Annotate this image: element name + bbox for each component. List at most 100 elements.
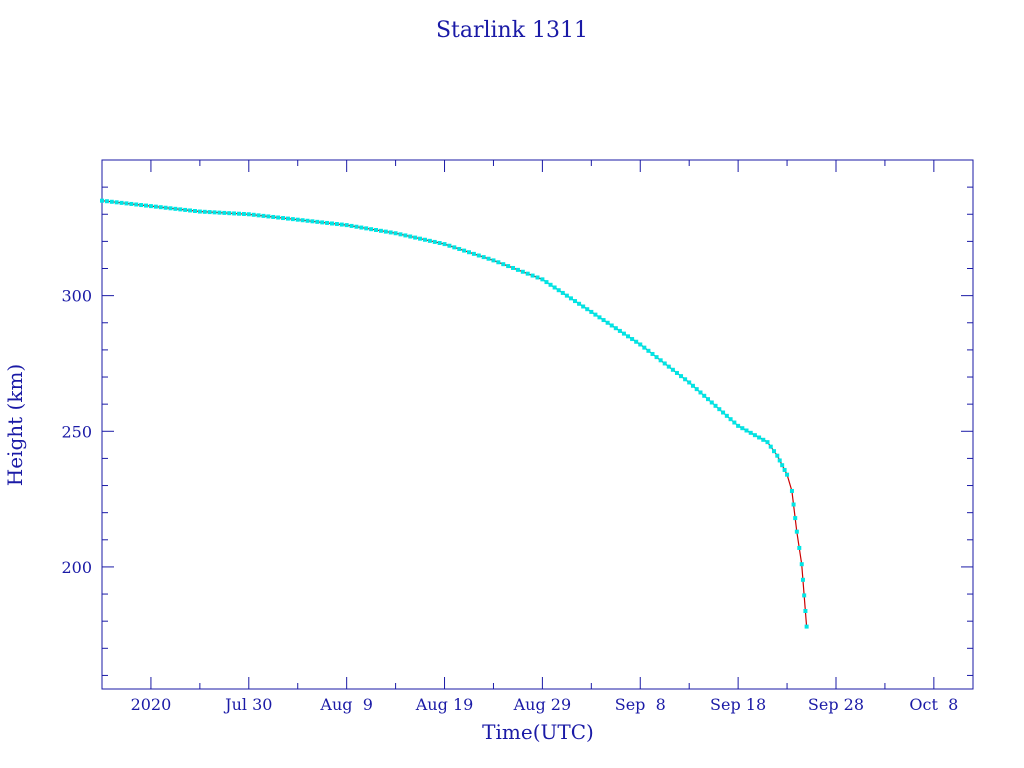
data-point — [217, 210, 222, 215]
data-point — [690, 383, 695, 388]
data-point — [804, 624, 809, 629]
data-point — [789, 488, 794, 493]
y-tick-label: 300 — [61, 287, 92, 306]
x-tick-label: 2020 — [131, 695, 172, 714]
data-point — [334, 222, 339, 227]
data-point — [709, 400, 714, 405]
data-point — [736, 423, 741, 428]
y-axis-tick-labels: 200 250 300 — [61, 287, 92, 577]
y-axis-title: Height (km) — [3, 364, 27, 486]
data-point — [698, 390, 703, 395]
data-point — [638, 342, 643, 347]
data-point — [556, 288, 561, 293]
data-point — [679, 374, 684, 379]
data-point — [197, 209, 202, 214]
data-point — [501, 262, 506, 267]
data-point — [354, 224, 359, 229]
data-point — [740, 426, 745, 431]
data-point — [544, 280, 549, 285]
data-point — [605, 320, 610, 325]
data-point — [581, 304, 586, 309]
data-point — [713, 403, 718, 408]
data-point — [329, 221, 334, 226]
data-point — [694, 387, 699, 392]
data-point — [654, 355, 659, 360]
data-point — [593, 312, 598, 317]
data-point — [765, 440, 770, 445]
data-point — [535, 275, 540, 280]
data-point — [202, 209, 207, 214]
data-point — [422, 237, 427, 242]
data-point — [577, 301, 582, 306]
data-point — [212, 210, 217, 215]
x-tick-label: Aug 9 — [319, 695, 372, 714]
data-point — [662, 361, 667, 366]
data-point — [658, 358, 663, 363]
data-point — [325, 220, 330, 225]
data-point — [761, 437, 766, 442]
data-point — [452, 245, 457, 250]
data-point — [256, 213, 261, 218]
data-point — [427, 238, 432, 243]
data-point — [246, 212, 251, 217]
data-point — [621, 331, 626, 336]
data-point — [310, 219, 315, 224]
data-point — [552, 285, 557, 290]
data-point — [634, 339, 639, 344]
data-point — [222, 210, 227, 215]
data-point — [100, 198, 104, 203]
data-point — [281, 216, 286, 221]
data-point — [320, 220, 325, 225]
data-point — [290, 217, 295, 222]
chart-title: Starlink 1311 — [436, 18, 588, 43]
data-point — [466, 250, 471, 255]
data-point — [626, 334, 631, 339]
data-point — [192, 209, 197, 214]
data-point — [573, 299, 578, 304]
data-point — [129, 201, 134, 206]
x-tick-label: Sep 28 — [808, 695, 864, 714]
data-point — [344, 223, 349, 228]
data-point — [548, 282, 553, 287]
data-point — [227, 211, 232, 216]
data-point — [799, 562, 804, 567]
data-point — [717, 407, 722, 412]
data-point — [271, 214, 276, 219]
data-point — [666, 364, 671, 369]
data-point — [702, 393, 707, 398]
data-point — [802, 593, 807, 598]
data-point — [315, 219, 320, 224]
data-point — [706, 397, 711, 402]
data-point — [408, 234, 413, 239]
data-point — [721, 410, 726, 415]
data-point — [153, 204, 158, 209]
data-point — [241, 211, 246, 216]
data-point — [530, 273, 535, 278]
data-point — [471, 251, 476, 256]
x-axis-title: Time(UTC) — [482, 720, 594, 744]
data-point — [276, 215, 281, 220]
data-point — [124, 201, 129, 206]
data-point — [564, 293, 569, 298]
data-point — [585, 307, 590, 312]
data-point — [251, 212, 256, 217]
data-point — [757, 435, 762, 440]
data-point — [744, 428, 749, 433]
data-point — [364, 226, 369, 231]
data-point — [237, 211, 242, 216]
data-point — [295, 217, 300, 222]
data-point — [540, 277, 545, 282]
data-point — [418, 236, 423, 241]
x-tick-label: Sep 18 — [710, 695, 766, 714]
data-point — [432, 239, 437, 244]
series-markers — [100, 198, 809, 629]
data-point — [144, 203, 149, 208]
data-point — [383, 229, 388, 234]
data-point — [597, 315, 602, 320]
plot-frame — [101, 159, 974, 690]
data-point — [772, 449, 777, 454]
data-point — [800, 577, 805, 582]
data-point — [114, 200, 119, 205]
data-point — [183, 207, 188, 212]
data-point — [369, 227, 374, 232]
